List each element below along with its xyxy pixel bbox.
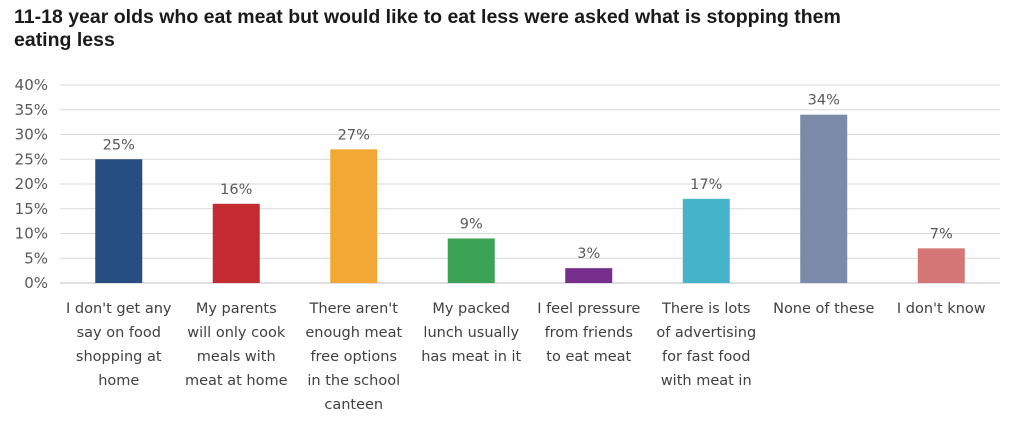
data-labels: 25% 16% 27% 9% 3% 17% 34% 7% (103, 93, 953, 262)
bar (447, 238, 495, 283)
y-tick-label: 35% (15, 101, 48, 119)
chart-title-line-1: 11-18 year olds who eat meat but would l… (14, 6, 841, 28)
data-label: 25% (103, 137, 135, 153)
x-tick-label: I don't know (897, 301, 986, 317)
chart-title: 11-18 year olds who eat meat but would l… (14, 6, 1004, 52)
x-tick-label: None of these (773, 301, 874, 317)
y-tick-label: 20% (15, 175, 48, 193)
x-axis: I don't get any say on food shopping at hom… (66, 301, 986, 413)
x-tick-label: There is lots of advertising for fast food… (656, 301, 756, 389)
bar (800, 114, 848, 283)
data-label: 16% (220, 182, 252, 198)
gridlines (60, 84, 1000, 284)
data-label: 3% (577, 246, 600, 262)
y-tick-label: 10% (15, 225, 48, 243)
bar (682, 198, 730, 283)
y-tick-label: 40% (15, 76, 48, 94)
y-tick-label: 0% (24, 274, 48, 292)
bars (95, 114, 965, 283)
data-label: 9% (460, 216, 483, 232)
data-label: 17% (690, 177, 722, 193)
x-tick-label: There aren't enough meat free options in th… (305, 301, 402, 413)
bar (95, 159, 143, 283)
x-tick-label: I feel pressure from friends to eat meat (537, 301, 640, 365)
y-tick-label: 5% (24, 249, 48, 267)
data-label: 34% (808, 93, 840, 109)
bar (330, 149, 378, 283)
y-tick-label: 30% (15, 126, 48, 144)
chart-title-line-2: eating less (14, 29, 115, 51)
x-tick-label: I don't get any say on food shopping at hom… (66, 301, 172, 389)
data-label: 27% (338, 127, 370, 143)
y-tick-label: 25% (15, 150, 48, 168)
x-tick-label: My packed lunch usually has meat in it (421, 301, 521, 365)
bar (917, 248, 965, 283)
y-axis: 0% 5% 10% 15% 20% 25% 30% 35% 40% (15, 76, 48, 292)
y-tick-label: 15% (15, 200, 48, 218)
x-tick-label: My parents will only cook meals with meat a… (185, 301, 288, 389)
bar (565, 268, 613, 283)
bar (212, 203, 260, 283)
data-label: 7% (930, 226, 953, 242)
